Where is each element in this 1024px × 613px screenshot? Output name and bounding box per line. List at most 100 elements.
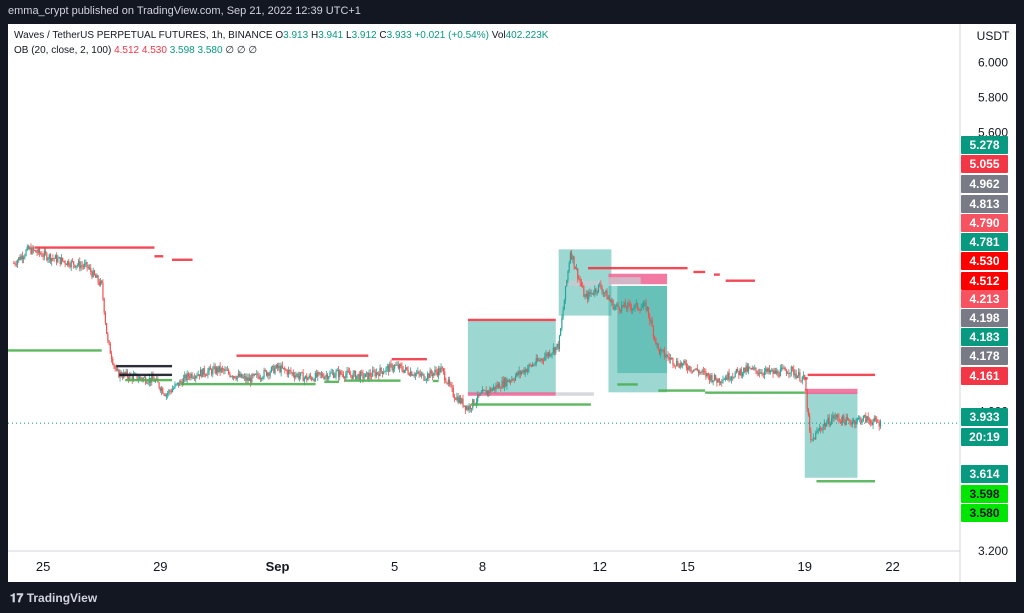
legend-ohlc-value: 3.941 bbox=[318, 30, 346, 41]
candle-body bbox=[660, 349, 662, 355]
candle-body bbox=[358, 374, 360, 380]
candle-body bbox=[106, 322, 108, 334]
candle-body bbox=[683, 360, 685, 364]
candle-body bbox=[839, 420, 841, 422]
candle-body bbox=[627, 302, 629, 309]
candle-body bbox=[469, 405, 471, 410]
candle-body bbox=[290, 370, 292, 373]
price-chart[interactable]: 6.0005.8005.6004.0003.200USDT5.2785.0554… bbox=[8, 24, 1016, 582]
candle-body bbox=[688, 366, 690, 370]
candle-body bbox=[396, 364, 398, 366]
candle-body bbox=[480, 392, 482, 394]
candle-body bbox=[586, 293, 589, 300]
candle-body bbox=[400, 364, 402, 367]
candle-body bbox=[258, 376, 260, 380]
candle-body bbox=[724, 377, 727, 380]
candle-body bbox=[496, 385, 498, 388]
candle-body bbox=[857, 418, 860, 419]
candle-body bbox=[269, 372, 271, 376]
candle-body bbox=[20, 255, 22, 260]
candle-body bbox=[213, 366, 215, 369]
currency-label: USDT bbox=[977, 29, 1010, 43]
candle-body bbox=[549, 352, 551, 356]
candle-body bbox=[769, 371, 772, 373]
order-block-zone bbox=[564, 280, 603, 286]
candle-body bbox=[645, 302, 647, 311]
candle-body bbox=[817, 430, 819, 432]
candle-body bbox=[812, 437, 814, 440]
candle-body bbox=[387, 366, 390, 372]
candle-body bbox=[518, 370, 520, 375]
candle-body bbox=[273, 365, 275, 374]
candle-body bbox=[739, 369, 741, 376]
candle-body bbox=[821, 429, 823, 431]
candle-body bbox=[783, 367, 785, 369]
candle-body bbox=[180, 380, 182, 382]
candle-body bbox=[406, 367, 408, 370]
candle-body bbox=[816, 430, 818, 433]
order-block-zone bbox=[617, 285, 668, 374]
candle-body bbox=[264, 369, 266, 371]
candle-body bbox=[633, 307, 635, 309]
candle-body bbox=[210, 369, 213, 375]
candle-body bbox=[68, 261, 70, 266]
candle-body bbox=[309, 375, 312, 378]
price-tag-label: 4.178 bbox=[969, 349, 999, 363]
ob-level-line bbox=[470, 403, 591, 406]
candle-body bbox=[435, 369, 437, 372]
candle-body bbox=[136, 373, 138, 380]
tradingview-logo-icon[interactable]: 𝟏𝟕 TradingView bbox=[10, 591, 97, 606]
chart-frame[interactable]: 6.0005.8005.6004.0003.200USDT5.2785.0554… bbox=[8, 24, 1016, 582]
candle-body bbox=[289, 369, 291, 371]
candle-body bbox=[859, 417, 861, 419]
candle-body bbox=[841, 415, 844, 424]
candle-body bbox=[129, 374, 131, 380]
candle-body bbox=[579, 278, 581, 283]
candle-body bbox=[391, 364, 393, 371]
candle-body bbox=[777, 370, 779, 376]
candle-body bbox=[622, 304, 624, 307]
candle-body bbox=[430, 370, 432, 374]
candle-body bbox=[52, 258, 54, 259]
candle-body bbox=[552, 347, 554, 353]
candle-body bbox=[741, 373, 744, 376]
candle-body bbox=[21, 255, 24, 260]
candle-body bbox=[613, 307, 615, 310]
candle-body bbox=[457, 396, 459, 403]
candle-body bbox=[829, 423, 831, 426]
candle-body bbox=[372, 370, 374, 377]
candle-body bbox=[878, 422, 880, 427]
candle-body bbox=[618, 307, 620, 311]
price-tag bbox=[961, 136, 1008, 154]
candle-body bbox=[44, 250, 47, 254]
candle-body bbox=[439, 368, 441, 373]
price-tag bbox=[961, 252, 1008, 270]
candle-body bbox=[250, 377, 252, 383]
candle-body bbox=[185, 374, 187, 381]
candle-body bbox=[224, 369, 226, 371]
candle-body bbox=[379, 367, 381, 377]
candle-body bbox=[682, 363, 684, 366]
candle-body bbox=[632, 308, 634, 311]
candle-body bbox=[74, 264, 76, 268]
candle-body bbox=[212, 368, 214, 375]
candle-body bbox=[591, 292, 593, 295]
candle-body bbox=[828, 417, 830, 426]
legend-ohlc-key: O bbox=[275, 30, 283, 41]
candle-body bbox=[721, 382, 723, 383]
candle-body bbox=[575, 268, 578, 270]
candle-body bbox=[541, 358, 543, 361]
candle-body bbox=[345, 374, 347, 379]
candle-body bbox=[665, 356, 667, 358]
candle-body bbox=[295, 375, 297, 378]
candle-body bbox=[638, 308, 640, 310]
candle-body bbox=[563, 300, 565, 311]
candle-body bbox=[29, 247, 31, 249]
order-block-zone bbox=[804, 392, 858, 478]
candle-body bbox=[516, 372, 518, 376]
candle-body bbox=[259, 378, 262, 380]
candle-body bbox=[785, 370, 788, 374]
candle-body bbox=[481, 389, 484, 393]
candle-body bbox=[569, 252, 572, 263]
x-tick-label: 29 bbox=[153, 559, 167, 574]
